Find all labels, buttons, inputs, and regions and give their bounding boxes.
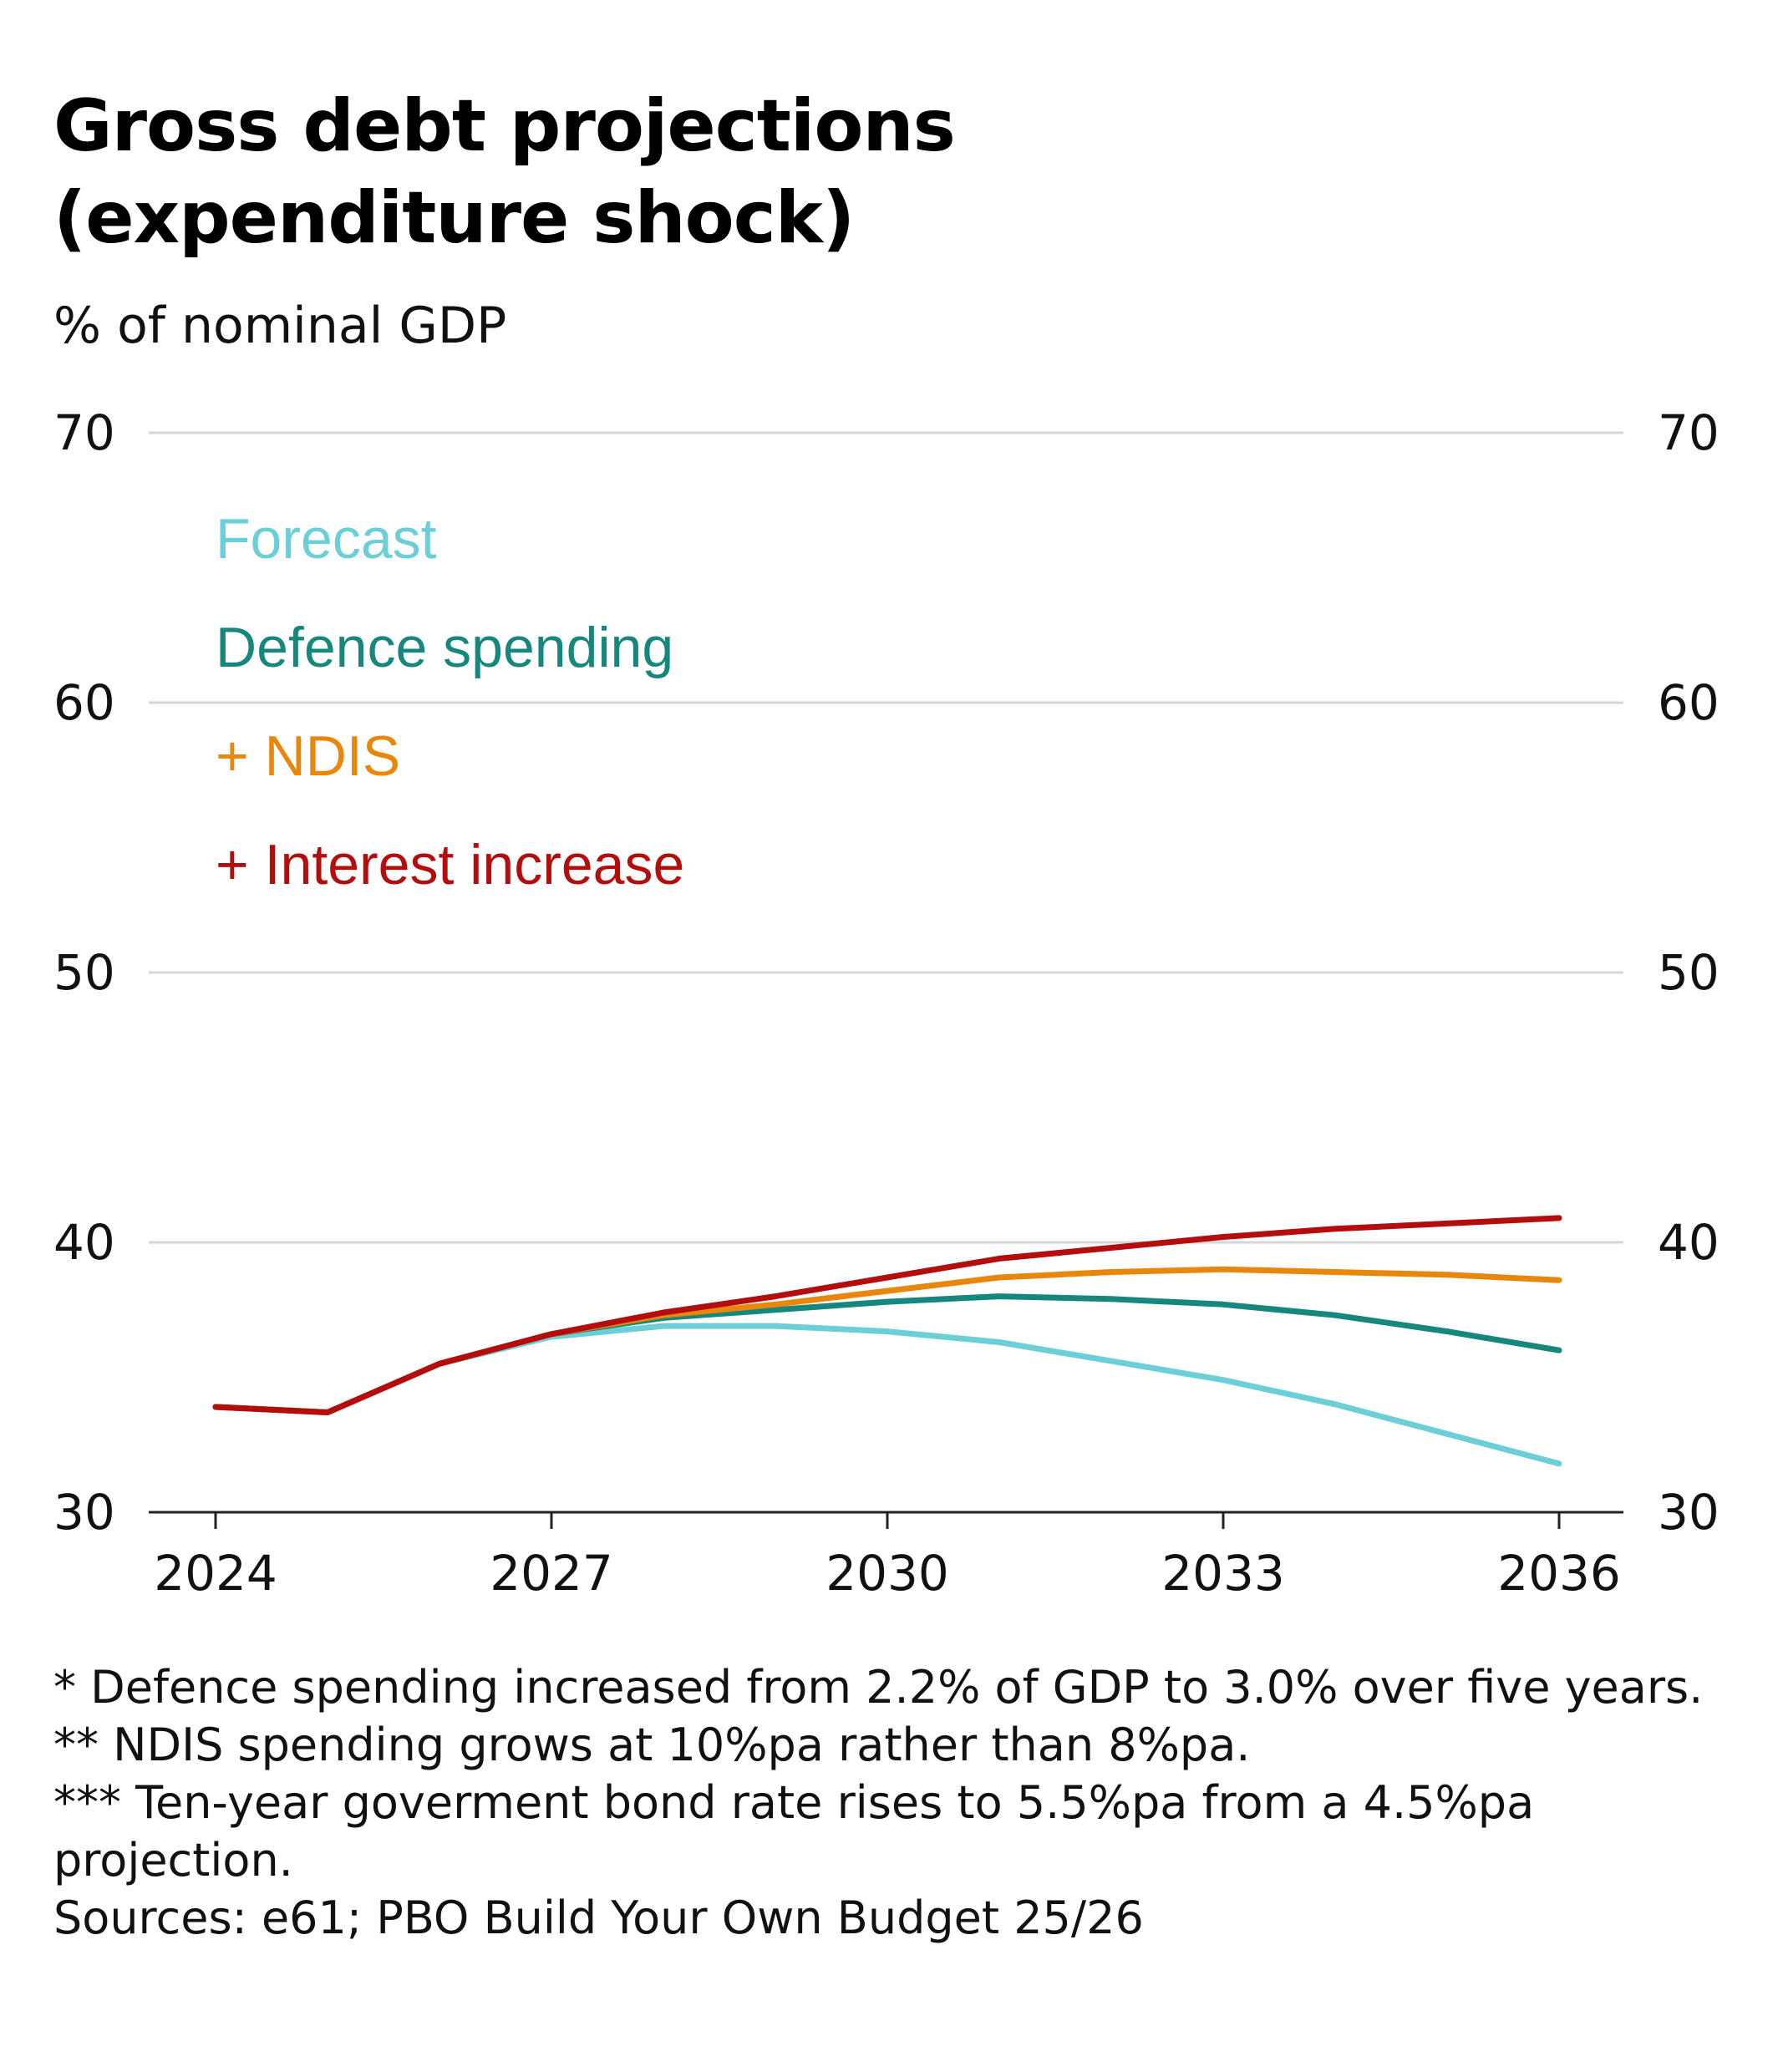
y-axis-unit-label: % of nominal GDP xyxy=(53,297,507,355)
chart-title: Gross debt projections (expenditure shoc… xyxy=(53,80,1725,264)
line-chart: 30 30 40 40 50 50 60 60 70 70 2024 2027 2030 2033 2036… xyxy=(53,404,1720,1602)
y-tick-label-left-40: 40 xyxy=(53,1214,115,1271)
series-line-1 xyxy=(212,1323,1562,1467)
x-tick-label-2036: 2036 xyxy=(1497,1545,1621,1602)
x-tick-label-2027: 2027 xyxy=(490,1545,613,1602)
y-tick-label-right-50: 50 xyxy=(1658,944,1720,1001)
legend-label-1: Forecast xyxy=(216,507,437,571)
footnotes: * Defence spending increased from 2.2% o… xyxy=(53,1658,1725,1947)
source-note: Sources: e61; PBO Build Your Own Budget … xyxy=(53,1892,1144,1944)
chart-title-line-2: (expenditure shock) xyxy=(53,176,855,260)
x-tick-label-2024: 2024 xyxy=(154,1545,277,1602)
series-line-2 xyxy=(212,1293,1562,1415)
x-tick-label-2033: 2033 xyxy=(1161,1545,1285,1602)
legend-label-2: Defence spending xyxy=(216,616,673,679)
series-line-4 xyxy=(212,1215,1562,1415)
x-tick-label-2030: 2030 xyxy=(826,1545,949,1602)
legend-label-3: + NDIS xyxy=(216,724,400,788)
y-tick-label-right-60: 60 xyxy=(1658,674,1720,731)
y-tick-label-right-30: 30 xyxy=(1658,1484,1720,1541)
footnote-interest: *** Ten-year goverment bond rate rises t… xyxy=(53,1776,1535,1887)
legend-label-4: + Interest increase xyxy=(216,833,684,896)
footnote-ndis: ** NDIS spending grows at 10%pa rather t… xyxy=(53,1719,1251,1771)
y-tick-label-left-60: 60 xyxy=(53,674,115,731)
footnote-defence: * Defence spending increased from 2.2% o… xyxy=(53,1661,1704,1714)
y-tick-label-right-40: 40 xyxy=(1658,1214,1720,1271)
y-tick-label-left-50: 50 xyxy=(53,944,115,1001)
y-tick-label-left-30: 30 xyxy=(53,1484,115,1541)
y-tick-label-right-70: 70 xyxy=(1658,404,1720,461)
series-line-3 xyxy=(212,1266,1562,1415)
y-tick-label-left-70: 70 xyxy=(53,404,115,461)
chart-title-line-1: Gross debt projections xyxy=(53,84,956,168)
